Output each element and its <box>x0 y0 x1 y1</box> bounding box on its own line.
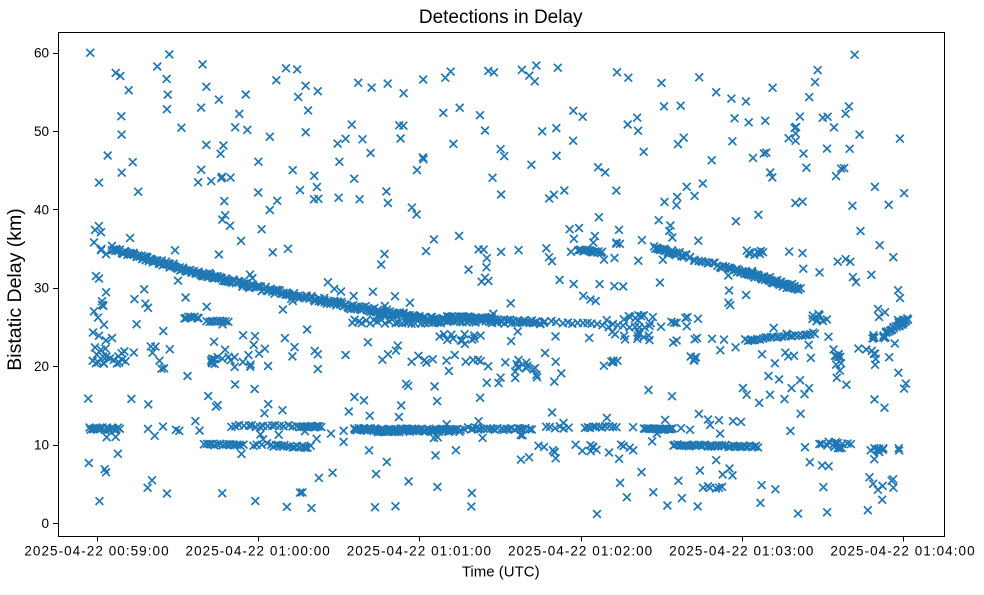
svg-text:20: 20 <box>34 359 49 374</box>
svg-text:2025-04-22 01:00:00: 2025-04-22 01:00:00 <box>186 544 331 559</box>
svg-text:2025-04-22 01:01:00: 2025-04-22 01:01:00 <box>347 544 492 559</box>
svg-text:2025-04-22 01:02:00: 2025-04-22 01:02:00 <box>508 544 653 559</box>
svg-text:50: 50 <box>34 124 49 139</box>
svg-text:2025-04-22 01:04:00: 2025-04-22 01:04:00 <box>830 544 975 559</box>
svg-text:Detections in Delay: Detections in Delay <box>419 7 583 28</box>
svg-text:2025-04-22 01:03:00: 2025-04-22 01:03:00 <box>669 544 814 559</box>
svg-text:Time (UTC): Time (UTC) <box>462 564 540 581</box>
svg-text:0: 0 <box>41 516 49 531</box>
svg-text:Bistatic Delay (km): Bistatic Delay (km) <box>4 208 26 371</box>
svg-text:60: 60 <box>34 46 49 61</box>
svg-text:30: 30 <box>34 281 49 296</box>
svg-text:10: 10 <box>34 437 49 452</box>
svg-text:40: 40 <box>34 202 49 217</box>
svg-text:2025-04-22 00:59:00: 2025-04-22 00:59:00 <box>24 544 169 559</box>
